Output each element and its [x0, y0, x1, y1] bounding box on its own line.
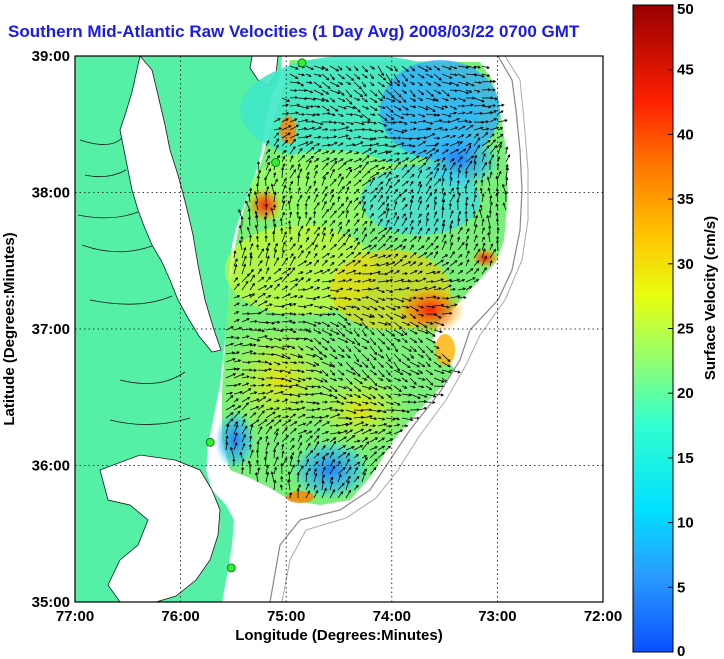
- colorbar-tick-label: 40: [677, 126, 694, 143]
- x-axis-label: Longitude (Degrees:Minutes): [235, 627, 443, 644]
- velocity-arrows: [225, 65, 510, 499]
- y-tick-label: 39:00: [32, 48, 70, 65]
- colorbar-tick-label: 30: [677, 256, 694, 273]
- map-grid: [75, 56, 603, 602]
- colorbar-ticks: 0 5 10 15 20 25 30 35 40 45 50: [668, 1, 694, 659]
- bathymetry-contour: [281, 56, 529, 602]
- y-tick-label: 38:00: [32, 185, 70, 202]
- radar-station-marker: [205, 437, 215, 447]
- x-tick-label: 73:00: [478, 608, 516, 625]
- colorbar-tick-label: 5: [677, 579, 685, 596]
- plot-frame: [74, 55, 604, 603]
- colorbar-tick-label: 20: [677, 385, 694, 402]
- radar-station-marker: [297, 58, 307, 68]
- y-axis-label: Latitude (Degrees:Minutes): [1, 232, 18, 425]
- colorbar-tick-label: 45: [677, 62, 694, 79]
- map-title: Southern Mid-Atlantic Raw Velocities (1 …: [8, 22, 580, 41]
- x-axis-ticks: 77:00 76:00 75:00 74:00 73:00 72:00: [56, 608, 622, 625]
- radar-stations: [205, 58, 307, 573]
- y-tick-label: 36:00: [32, 458, 70, 475]
- x-tick-label: 72:00: [584, 608, 622, 625]
- x-tick-label: 74:00: [373, 608, 411, 625]
- chesapeake-bay: [119, 56, 222, 353]
- colorbar-tick-label: 35: [677, 191, 694, 208]
- radar-station-marker: [226, 563, 236, 573]
- colorbar-tick-label: 25: [677, 321, 694, 338]
- y-tick-label: 35:00: [32, 594, 70, 611]
- colorbar: [632, 4, 674, 653]
- y-tick-label: 37:00: [32, 321, 70, 338]
- y-axis-ticks: 39:00 38:00 37:00 36:00 35:00: [32, 48, 70, 611]
- map-plot-area: [75, 56, 603, 602]
- colorbar-tick-label: 10: [677, 515, 694, 532]
- colorbar-label: Surface Velocity (cm/s): [702, 216, 719, 380]
- colorbar-tick-label: 0: [677, 643, 685, 659]
- river-inlets: [77, 137, 191, 425]
- velocity-arrow-set: [225, 65, 510, 499]
- pamlico-sound: [99, 454, 221, 602]
- bathymetry-contour: [269, 56, 523, 602]
- x-tick-label: 77:00: [56, 608, 94, 625]
- radar-station-marker: [271, 158, 281, 167]
- x-tick-label: 76:00: [161, 608, 199, 625]
- colorbar-tick-label: 15: [677, 450, 694, 467]
- x-tick-label: 75:00: [267, 608, 305, 625]
- colorbar-tick-label: 50: [677, 1, 694, 18]
